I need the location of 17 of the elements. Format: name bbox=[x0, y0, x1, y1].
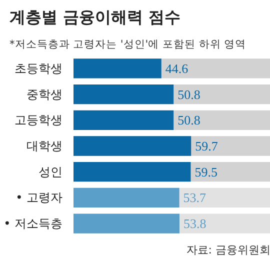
data-label: 59.5 bbox=[194, 164, 218, 180]
data-label: 53.8 bbox=[183, 216, 206, 232]
data-label: 50.8 bbox=[178, 86, 200, 102]
y-tick-label: 중학생 bbox=[26, 87, 62, 102]
data-label: 50.8 bbox=[178, 112, 200, 128]
y-tick-label: • 저소득층 bbox=[4, 216, 63, 231]
y-tick-label: 대학생 bbox=[26, 139, 62, 153]
data-label: 44.6 bbox=[165, 60, 189, 76]
y-tick-label: 성인 bbox=[38, 164, 62, 179]
y-tick-label: 고등학생 bbox=[14, 113, 62, 128]
data-label: 59.7 bbox=[195, 138, 218, 154]
text: 자료: 금융위원회 bbox=[186, 244, 270, 256]
y-tick-label: 초등학생 bbox=[14, 61, 62, 76]
chart-title: 계층별 금융이해력 점수 bbox=[10, 8, 181, 26]
chart-subtitle: *저소득층과 고령자는 '성인'에 포함된 하위 영역 bbox=[10, 38, 246, 50]
y-tick-label: • 고령자 bbox=[16, 190, 63, 205]
data-label: 53.7 bbox=[183, 190, 207, 206]
